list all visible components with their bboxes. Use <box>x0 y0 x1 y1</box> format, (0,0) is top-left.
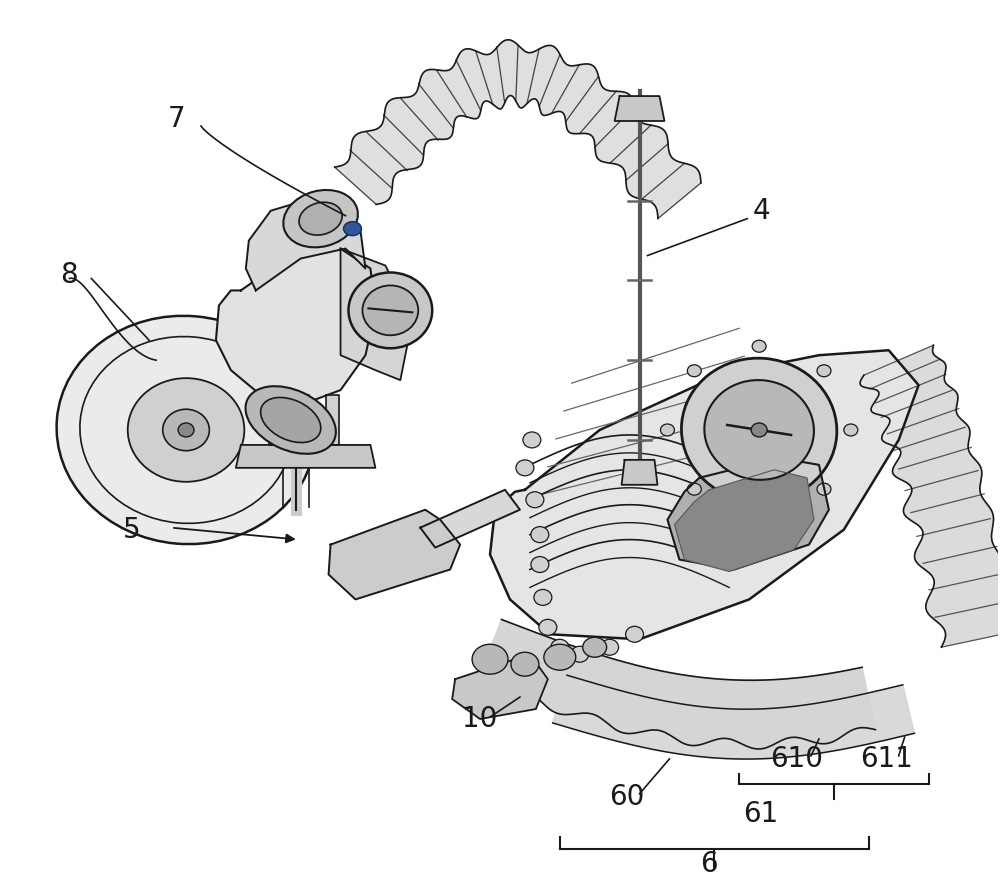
Ellipse shape <box>626 626 644 642</box>
Polygon shape <box>479 620 875 749</box>
Ellipse shape <box>571 646 589 662</box>
Text: 611: 611 <box>860 745 913 773</box>
Text: 8: 8 <box>61 261 78 290</box>
Ellipse shape <box>362 285 418 336</box>
Ellipse shape <box>752 508 766 520</box>
Polygon shape <box>452 654 548 719</box>
Ellipse shape <box>534 590 552 606</box>
Ellipse shape <box>523 432 541 448</box>
Polygon shape <box>236 445 375 468</box>
Polygon shape <box>341 249 408 381</box>
Polygon shape <box>622 460 657 485</box>
Polygon shape <box>269 395 281 445</box>
Polygon shape <box>296 395 309 445</box>
Text: 10: 10 <box>462 705 498 733</box>
Ellipse shape <box>472 645 508 674</box>
Ellipse shape <box>531 556 549 572</box>
Ellipse shape <box>687 483 701 495</box>
Ellipse shape <box>261 397 321 442</box>
Ellipse shape <box>283 190 358 247</box>
Ellipse shape <box>246 386 336 454</box>
Ellipse shape <box>511 653 539 676</box>
Polygon shape <box>860 345 1000 647</box>
Ellipse shape <box>687 365 701 377</box>
Polygon shape <box>615 96 664 121</box>
Ellipse shape <box>751 423 767 437</box>
Ellipse shape <box>660 424 674 436</box>
Polygon shape <box>674 470 814 571</box>
Polygon shape <box>335 40 701 218</box>
Text: 5: 5 <box>122 516 140 544</box>
Ellipse shape <box>526 492 544 508</box>
Polygon shape <box>490 351 919 639</box>
Polygon shape <box>326 395 339 445</box>
Ellipse shape <box>128 378 244 482</box>
Polygon shape <box>420 490 520 547</box>
Ellipse shape <box>163 409 209 450</box>
Ellipse shape <box>601 639 619 655</box>
Polygon shape <box>246 199 365 291</box>
Polygon shape <box>667 458 829 570</box>
Ellipse shape <box>817 365 831 377</box>
Ellipse shape <box>539 619 557 635</box>
Text: 4: 4 <box>752 197 770 224</box>
Text: 7: 7 <box>167 105 185 133</box>
Ellipse shape <box>704 380 814 479</box>
Polygon shape <box>553 675 914 759</box>
Polygon shape <box>216 249 375 405</box>
Text: 6: 6 <box>700 849 718 878</box>
Ellipse shape <box>344 222 361 236</box>
Ellipse shape <box>817 483 831 495</box>
Ellipse shape <box>178 423 194 437</box>
Ellipse shape <box>57 316 316 544</box>
Ellipse shape <box>844 424 858 436</box>
Ellipse shape <box>516 460 534 476</box>
Ellipse shape <box>551 639 569 655</box>
Ellipse shape <box>349 273 432 348</box>
Ellipse shape <box>531 526 549 542</box>
Polygon shape <box>329 509 460 600</box>
Ellipse shape <box>299 202 342 235</box>
Ellipse shape <box>544 645 576 670</box>
Ellipse shape <box>681 358 837 502</box>
Text: 610: 610 <box>771 745 824 773</box>
Text: 60: 60 <box>609 782 644 811</box>
Ellipse shape <box>583 638 607 657</box>
Text: 61: 61 <box>744 800 779 827</box>
Ellipse shape <box>752 340 766 352</box>
